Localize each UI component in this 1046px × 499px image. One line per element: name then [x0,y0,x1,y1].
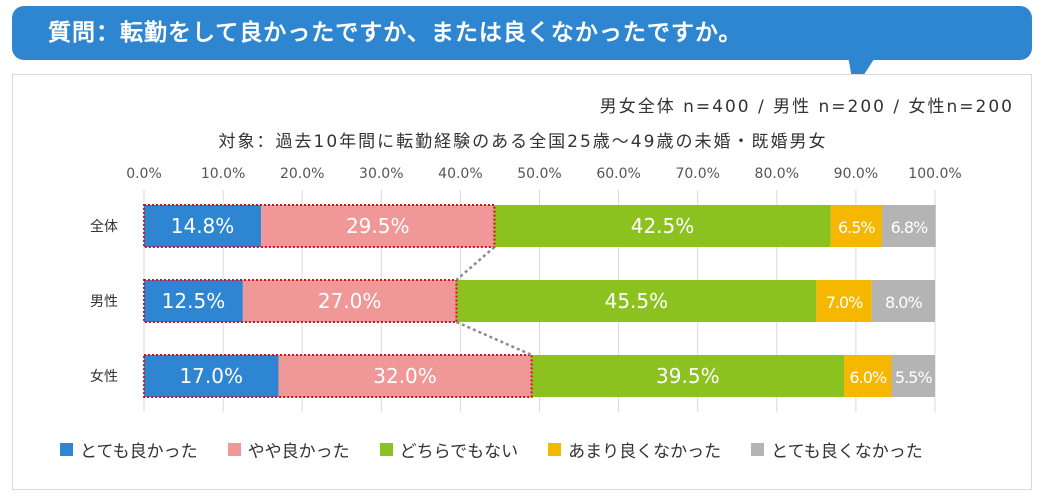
bar-segment [144,280,243,322]
question-text: 質問：転勤をして良かったですか、または良くなかったですか。 [48,20,743,46]
legend-label: とても良かった [80,442,198,462]
legend-item: とても良かった [60,437,198,462]
data-label: 7.0% [826,293,863,312]
legend-label: どちらでもない [399,442,519,462]
legend-swatch [227,443,241,456]
data-label: 17.0% [179,364,243,388]
x-tick-label: 70.0% [675,166,719,182]
data-label: 42.5% [631,214,695,238]
bar-segment [242,280,457,322]
bar-segment [278,355,532,397]
legend-item: やや良かった [227,437,350,462]
bar-segment [144,355,279,397]
data-label: 14.8% [171,214,235,238]
bar-segment [456,280,817,322]
bar-segment [882,205,936,247]
x-tick-label: 100.0% [908,166,961,182]
bar-segment [144,205,262,247]
bar-segment [891,355,935,397]
bars [144,205,936,397]
bar-segment [261,205,495,247]
legend-item: とても良くなかった [751,437,923,462]
question-banner: 質問：転勤をして良かったですか、または良くなかったですか。 [12,6,1032,60]
data-label: 6.0% [849,368,886,387]
data-label: 45.5% [605,289,669,313]
data-label: 8.0% [885,293,922,312]
bar-segment [871,280,935,322]
legend-swatch [548,443,562,456]
highlight-connector [455,320,533,357]
chart-subtitle: 対象：過去10年間に転勤経験のある全国25歳～49歳の未婚・既婚男女 [218,132,828,152]
highlight-box [143,279,458,323]
legend-swatch [379,443,393,456]
legend: とても良かった やや良かった どちらでもない あまり良くなかった とても良くなかった [60,437,923,462]
x-tick-label: 30.0% [359,166,403,182]
x-tick-label: 60.0% [596,166,640,182]
category-label: 全体 [90,218,118,235]
category-label: 男性 [90,294,118,310]
bar-segment [844,355,892,397]
x-tick-label: 90.0% [834,166,878,182]
x-axis-ticks: 0.0% 10.0% 20.0% 30.0% 40.0% 50.0% 60.0% 70.0% 8… [126,166,961,182]
legend-item: どちらでもない [379,437,519,462]
x-tick-label: 40.0% [438,166,482,182]
data-label: 27.0% [318,289,382,313]
data-label: 32.0% [373,364,437,388]
data-label: 12.5% [162,289,226,313]
x-tick-label: 80.0% [755,166,799,182]
legend-item: あまり良くなかった [548,437,721,462]
data-label: 6.5% [838,218,875,237]
data-label: 29.5% [346,214,410,238]
bar-segment [494,205,831,247]
bar-segment [531,355,845,397]
data-label: 5.5% [895,368,932,387]
data-labels: 14.8% 29.5% 42.5% 6.5% 6.8% 12.5% 27.0% 45.5% 7.… [162,214,934,388]
data-label: 6.8% [891,218,928,237]
highlight-connector [455,246,496,281]
highlight-box [143,354,533,398]
highlight-layer [143,204,533,398]
legend-label: とても良くなかった [771,442,923,462]
legend-label: あまり良くなかった [568,442,722,462]
sample-size-note: 男女全体 n=400 / 男性 n=200 / 女性n=200 [599,97,1014,117]
legend-label: やや良かった [247,442,350,462]
legend-swatch [60,443,73,456]
bar-segment [830,205,883,247]
category-label: 女性 [90,368,118,385]
legend-swatch [751,443,765,456]
x-tick-label: 0.0% [126,166,162,182]
data-label: 39.5% [656,364,720,388]
bar-segment [816,280,872,322]
x-tick-label: 50.0% [517,166,561,182]
x-tick-label: 20.0% [280,166,324,182]
x-tick-label: 10.0% [201,166,245,182]
